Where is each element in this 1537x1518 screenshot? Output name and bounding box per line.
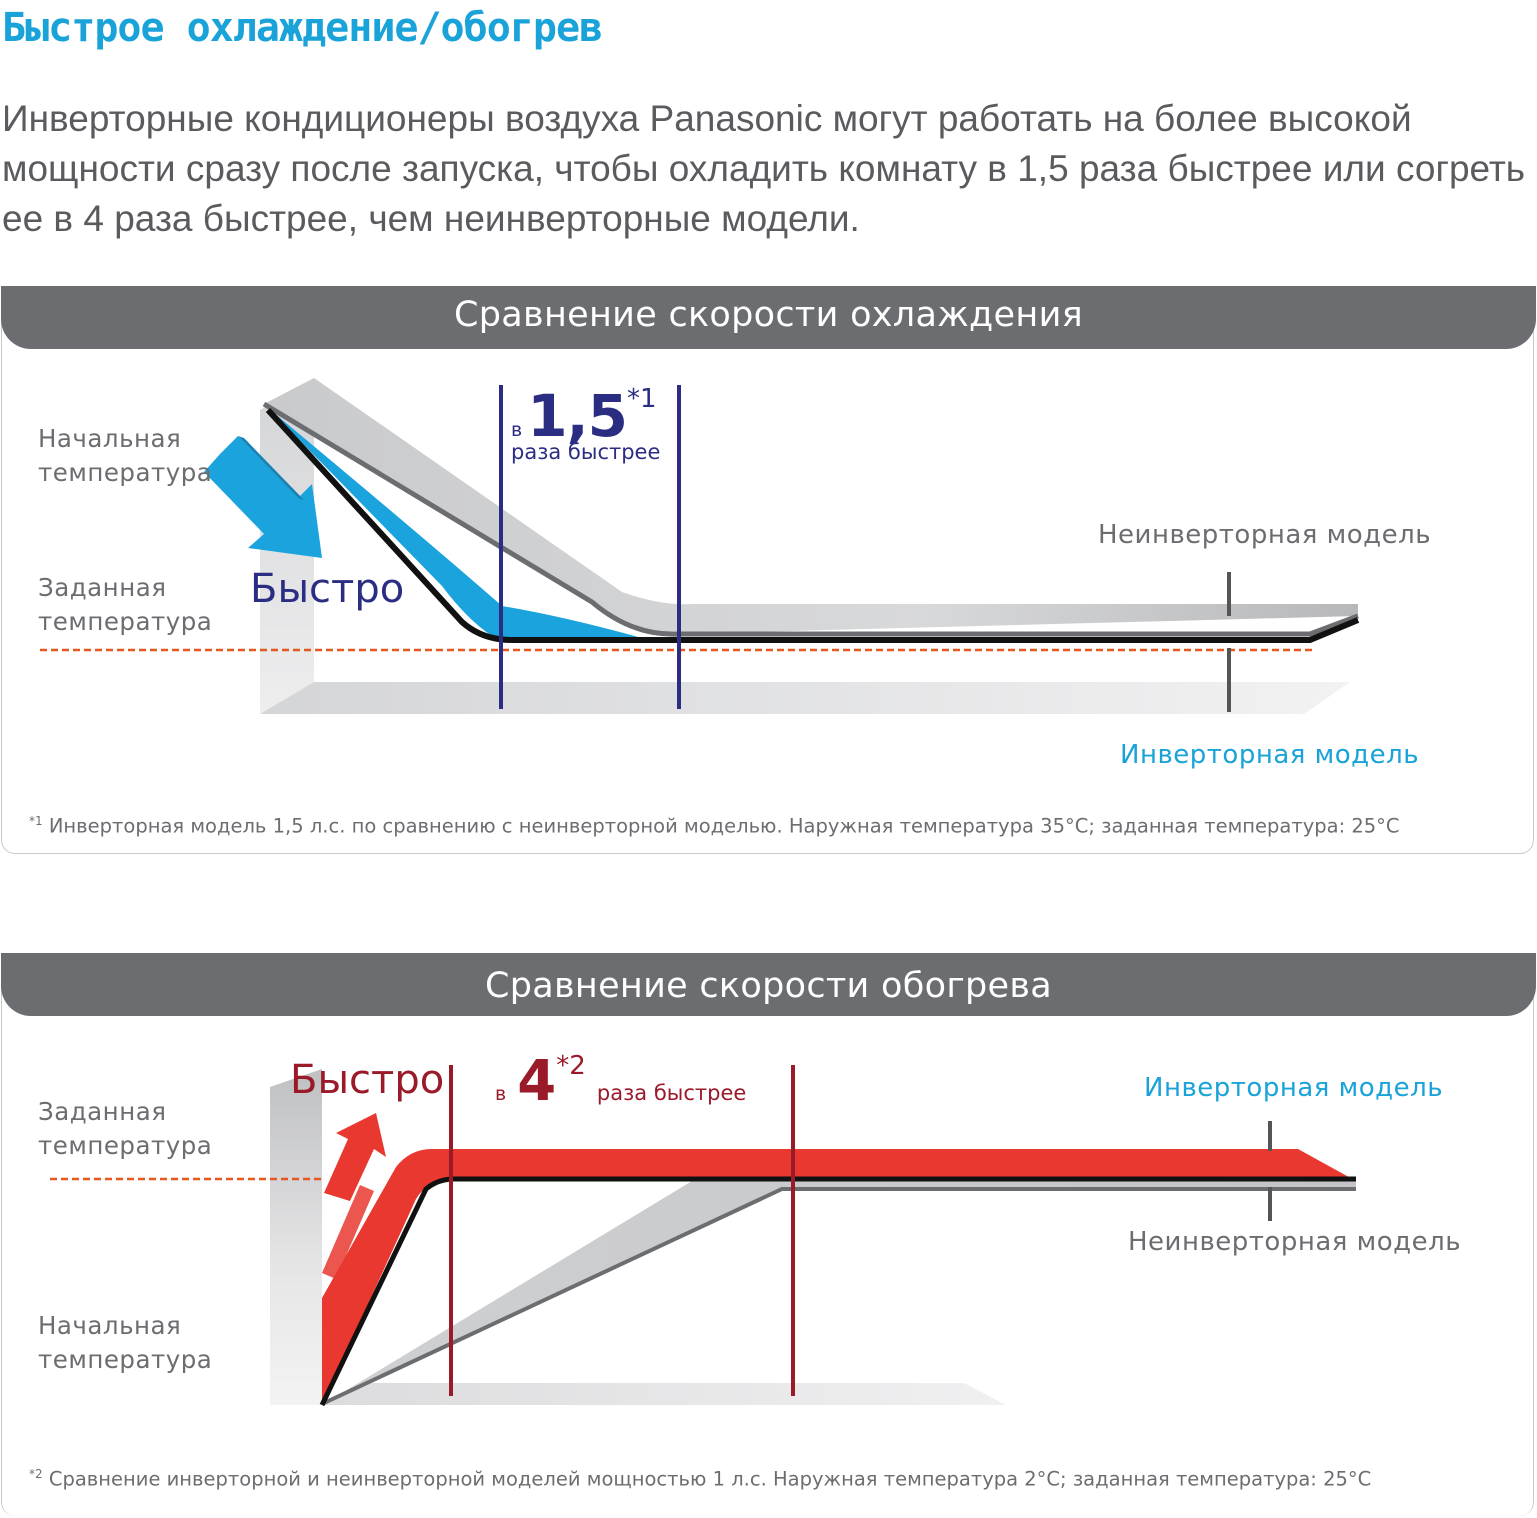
- inverter-edge: [265, 407, 1360, 643]
- cooling-footnote: *1 Инверторная модель 1,5 л.с. по сравне…: [29, 814, 1400, 838]
- heating-diagram: [50, 1065, 1356, 1407]
- heating-non-inverter-ribbon: [322, 1181, 1356, 1405]
- heating-speed-mark: *2: [556, 1051, 586, 1081]
- heating-fast-label: Быстро: [290, 1057, 445, 1103]
- cooling-panel: Сравнение скорости охлаждения: [1, 286, 1536, 854]
- cooling-speed-value: 1,5: [527, 382, 628, 450]
- heating-inverter-ribbon: [322, 1149, 1356, 1405]
- cooling-footnote-text: Инверторная модель 1,5 л.с. по сравнению…: [42, 814, 1400, 838]
- heating-panel: Сравнение скорости обогрева: [1, 953, 1536, 1516]
- heating-wall: [270, 1069, 322, 1405]
- heating-arrow-icon: [322, 1113, 386, 1279]
- heating-non-inverter-label: Неинверторная модель: [1128, 1227, 1462, 1257]
- cooling-non-inverter-label: Неинверторная модель: [1098, 520, 1432, 550]
- cooling-speed-mark: *1: [627, 384, 657, 414]
- heating-non-inverter-edge: [323, 1187, 1356, 1405]
- heating-inverter-label: Инверторная модель: [1144, 1073, 1444, 1103]
- heating-floor: [322, 1383, 1006, 1405]
- heating-footnote-text: Сравнение инверторной и неинверторной мо…: [42, 1467, 1372, 1491]
- cooling-floor: [260, 682, 1350, 714]
- heating-footnote-mark: *2: [29, 1467, 43, 1481]
- intro-text: Инверторные кондиционеры воздуха Panason…: [2, 98, 1526, 239]
- cooling-fast-label: Быстро: [250, 566, 405, 612]
- heating-inverter-edge: [319, 1176, 1356, 1407]
- heating-speed-suffix: раза быстрее: [596, 1081, 747, 1105]
- cooling-arrow-icon: [204, 436, 322, 558]
- page-title: Быстрое охлаждение/обогрев: [2, 5, 603, 51]
- cooling-header: Сравнение скорости охлаждения: [1, 286, 1536, 349]
- heating-speed-value: 4: [517, 1049, 557, 1114]
- heating-speed-badge: в 4*2 раза быстрее: [495, 1049, 746, 1114]
- inverter-fill: [268, 408, 642, 642]
- cooling-speed-suffix: раза быстрее: [511, 440, 661, 464]
- heating-footnote: *2 Сравнение инверторной и неинверторной…: [29, 1467, 1371, 1491]
- cooling-inverter-label: Инверторная модель: [1120, 740, 1420, 770]
- cooling-footnote-mark: *1: [29, 814, 43, 828]
- heating-start-temp-label: Начальная температура: [38, 1311, 213, 1374]
- heating-header: Сравнение скорости обогрева: [1, 953, 1536, 1016]
- heating-speed-prefix: в: [495, 1083, 507, 1105]
- cooling-diagram: [40, 378, 1360, 714]
- cooling-set-temp-label: Заданная температура: [38, 573, 213, 636]
- cooling-speed-prefix: в: [511, 419, 523, 441]
- non-inverter-ribbon: [264, 378, 1358, 634]
- cooling-speed-badge: в 1,5*1 раза быстрее: [511, 382, 660, 464]
- cooling-start-temp-label: Начальная температура: [38, 424, 213, 487]
- heating-set-temp-label: Заданная температура: [38, 1097, 213, 1160]
